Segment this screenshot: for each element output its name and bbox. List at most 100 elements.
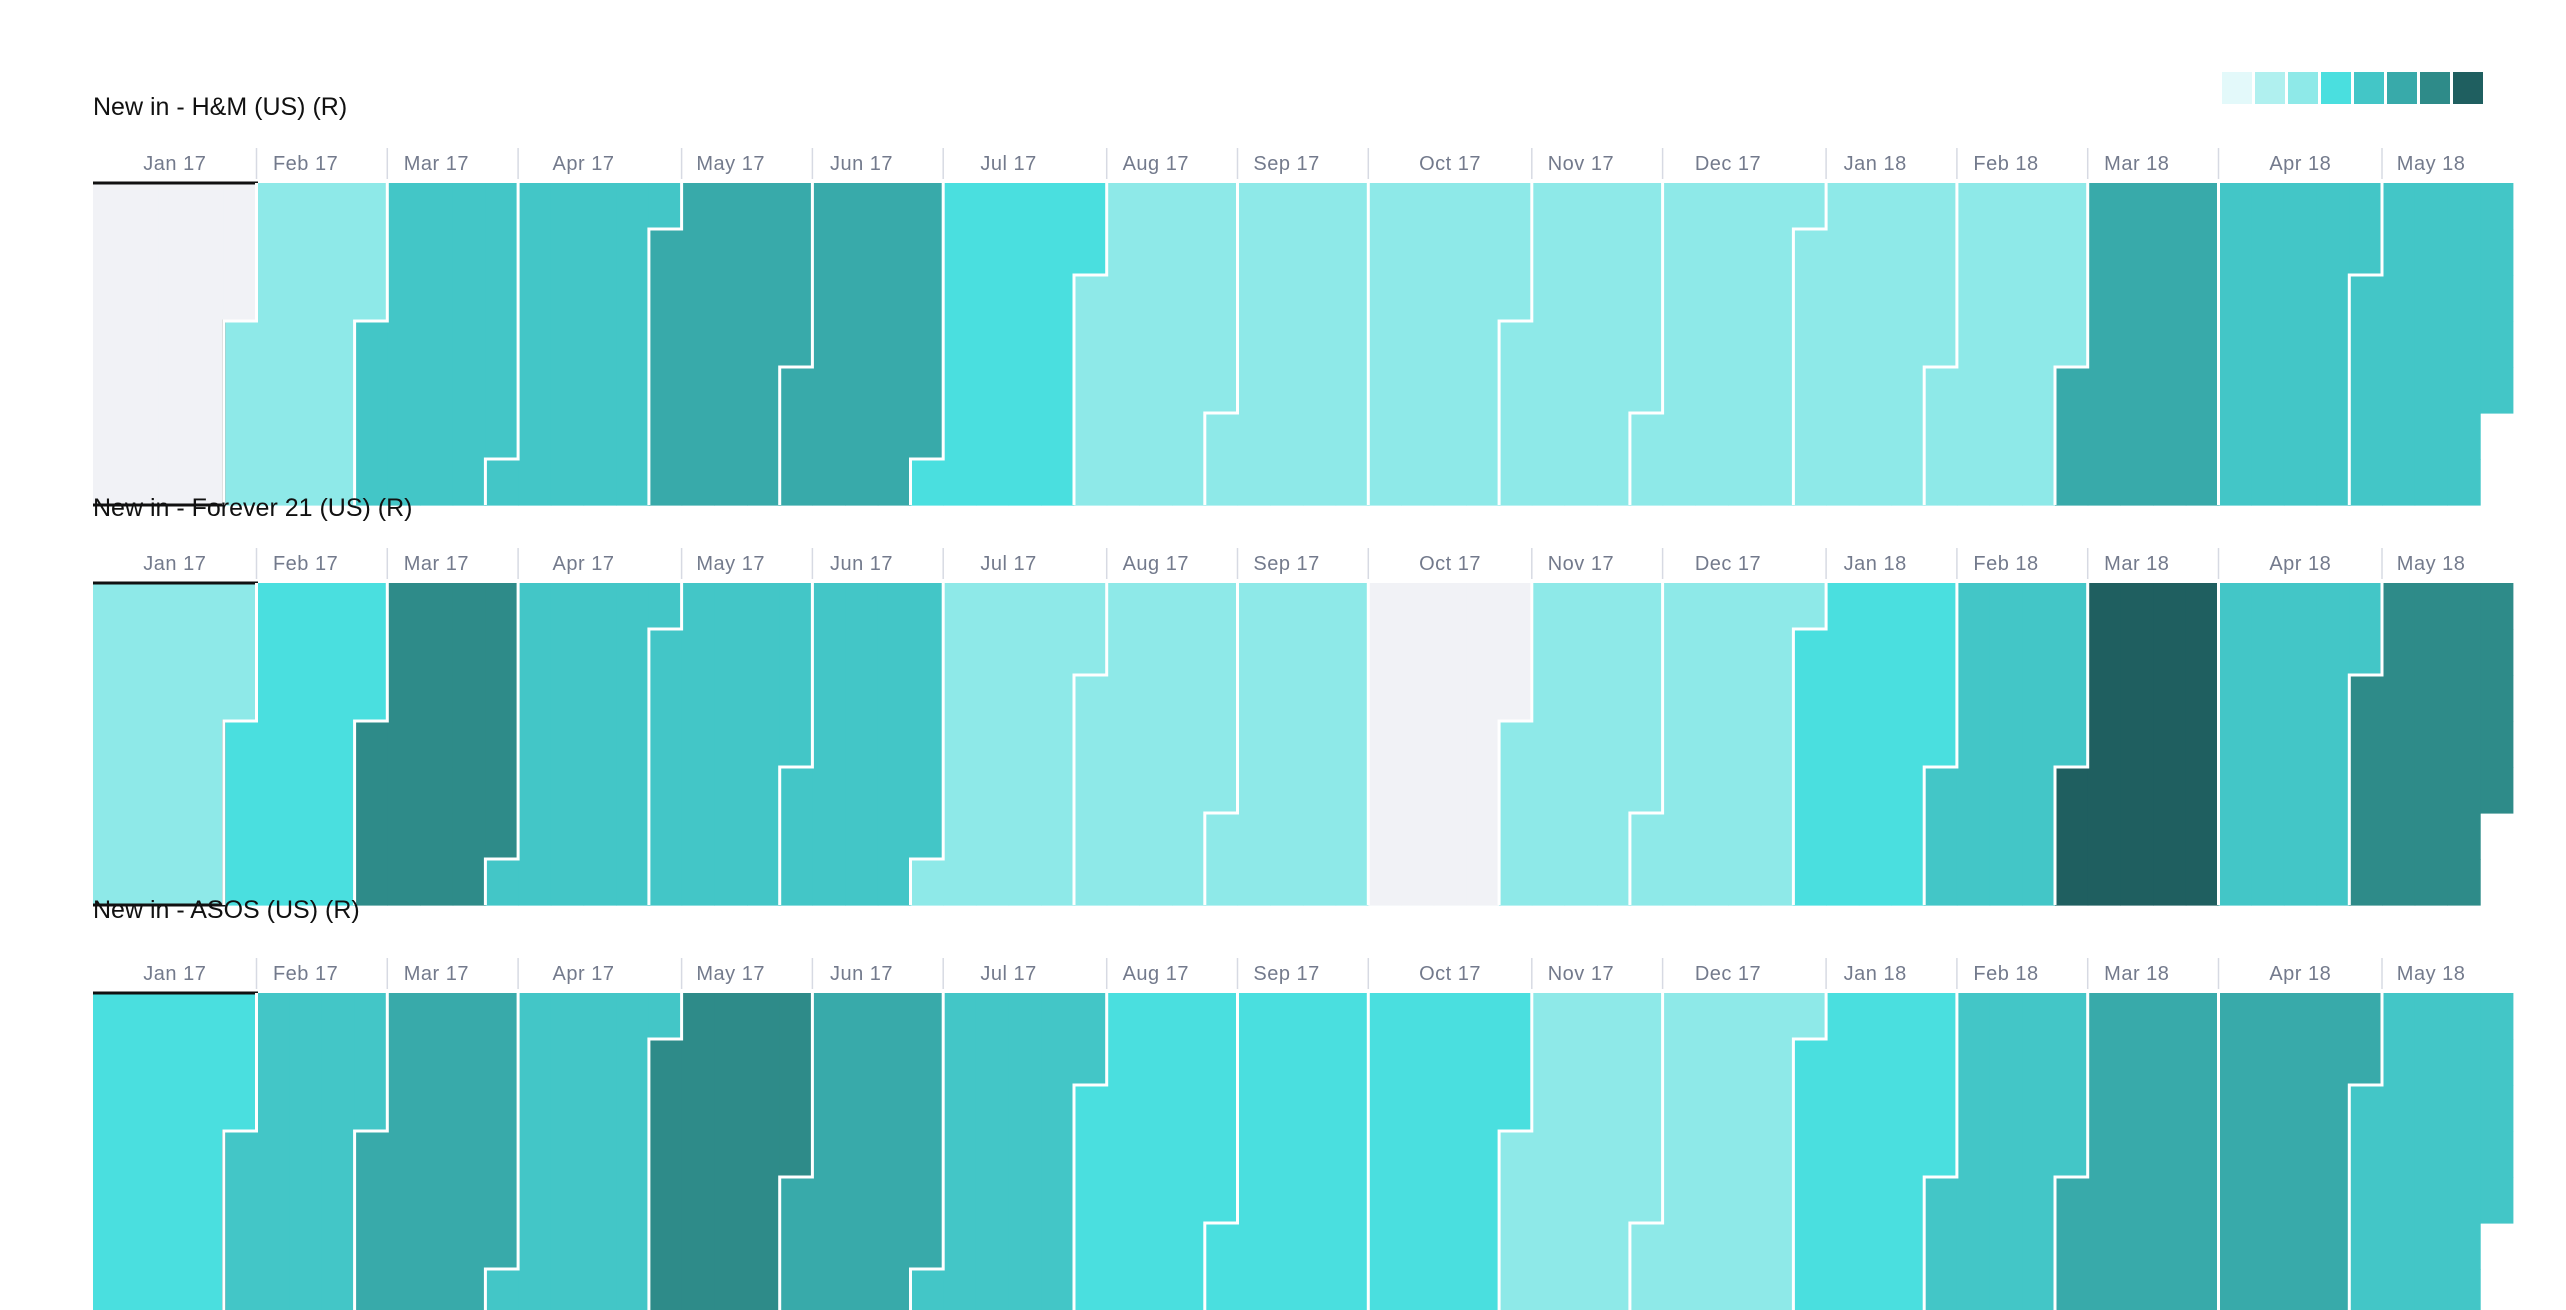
day-cell xyxy=(452,859,486,906)
day-cell xyxy=(256,1085,290,1132)
day-cell xyxy=(2218,275,2252,322)
day-cell xyxy=(1335,367,1369,414)
day-cell xyxy=(975,1131,1010,1178)
day-cell xyxy=(485,721,519,768)
day-cell xyxy=(812,1085,846,1132)
day-cell xyxy=(1499,721,1533,768)
day-cell xyxy=(1989,675,2023,722)
day-cell xyxy=(2414,721,2448,768)
day-cell xyxy=(2349,859,2383,906)
day-cell xyxy=(747,767,781,814)
day-cell xyxy=(2218,1039,2252,1086)
month-divider xyxy=(647,183,684,505)
day-cell xyxy=(1139,675,1173,722)
day-cell xyxy=(1139,721,1173,768)
day-cell xyxy=(1728,813,1762,860)
day-cell xyxy=(1662,229,1696,276)
day-cell xyxy=(910,813,944,860)
day-cell xyxy=(583,993,617,1040)
day-cell xyxy=(779,1131,813,1178)
day-cell xyxy=(1041,367,1075,414)
day-cell xyxy=(354,321,388,368)
day-cell xyxy=(583,583,617,630)
day-cell xyxy=(1858,767,1893,814)
day-cell xyxy=(943,321,977,368)
legend-swatch-2 xyxy=(2255,72,2285,104)
day-cell xyxy=(1008,229,1042,276)
color-scale-legend xyxy=(2222,72,2483,104)
day-cell xyxy=(2251,1131,2285,1178)
month-block-2017-03 xyxy=(354,183,519,506)
x-tick-label: Apr 18 xyxy=(2269,553,2331,575)
day-cell xyxy=(2055,859,2089,906)
day-cell xyxy=(2414,321,2448,368)
day-cell xyxy=(485,859,519,906)
day-cell xyxy=(1172,413,1206,460)
day-cell xyxy=(2349,813,2383,860)
day-cell xyxy=(877,583,912,630)
day-cell xyxy=(1008,859,1042,906)
day-cell xyxy=(2153,675,2187,722)
day-cell xyxy=(2055,1223,2089,1270)
day-cell xyxy=(2022,1131,2056,1178)
day-cell xyxy=(812,1039,846,1086)
day-cell xyxy=(812,367,846,414)
day-cell xyxy=(681,583,715,630)
day-cell xyxy=(1564,629,1598,676)
day-cell xyxy=(1956,1039,1991,1086)
month-block-2017-12 xyxy=(1629,183,1827,506)
day-cell xyxy=(2382,229,2416,276)
day-cell xyxy=(2120,767,2154,814)
day-cell xyxy=(1270,629,1304,676)
day-cell xyxy=(1924,229,1958,276)
x-tick-label: Jan 17 xyxy=(143,963,206,985)
day-cell xyxy=(93,993,127,1040)
day-cell xyxy=(256,1039,290,1086)
day-cell xyxy=(1629,459,1664,506)
day-cell xyxy=(2022,1269,2056,1310)
day-cell xyxy=(812,275,846,322)
day-cell xyxy=(2185,183,2220,230)
day-cell xyxy=(2153,367,2187,414)
day-cell xyxy=(1531,583,1566,630)
day-cell xyxy=(2382,459,2416,506)
day-cell xyxy=(1989,1223,2023,1270)
day-cell xyxy=(1924,321,1958,368)
day-cell xyxy=(1302,459,1337,506)
day-cell xyxy=(2185,583,2220,630)
day-cell xyxy=(2251,721,2285,768)
day-cell xyxy=(1204,1223,1239,1270)
day-cell xyxy=(1106,583,1140,630)
day-cell xyxy=(1531,767,1566,814)
day-cell xyxy=(1499,1085,1533,1132)
day-cell xyxy=(812,1269,846,1310)
day-cell xyxy=(2316,1131,2350,1178)
day-cell xyxy=(1368,1039,1402,1086)
day-cell xyxy=(1826,229,1860,276)
day-cell xyxy=(779,859,813,906)
day-cell xyxy=(975,183,1010,230)
day-cell xyxy=(1466,993,1500,1040)
day-cell xyxy=(1629,229,1664,276)
month-block-2017-11 xyxy=(1499,183,1664,506)
day-cell xyxy=(289,1039,323,1086)
day-cell xyxy=(191,183,225,230)
day-cell xyxy=(420,1177,454,1224)
day-cell xyxy=(2218,1269,2252,1310)
day-cell xyxy=(550,321,585,368)
day-cell xyxy=(452,183,486,230)
day-cell xyxy=(1826,1177,1860,1224)
day-cell xyxy=(1237,413,1271,460)
day-cell xyxy=(2185,413,2220,460)
day-cell xyxy=(2349,1085,2383,1132)
day-cell xyxy=(2349,321,2383,368)
day-cell xyxy=(1629,767,1664,814)
day-cell xyxy=(125,1177,159,1224)
day-cell xyxy=(1793,813,1827,860)
day-cell xyxy=(779,675,813,722)
day-cell xyxy=(648,1177,683,1224)
day-cell xyxy=(2251,993,2285,1040)
day-cell xyxy=(1270,721,1304,768)
month-divider xyxy=(222,993,258,1310)
day-cell xyxy=(2055,721,2089,768)
